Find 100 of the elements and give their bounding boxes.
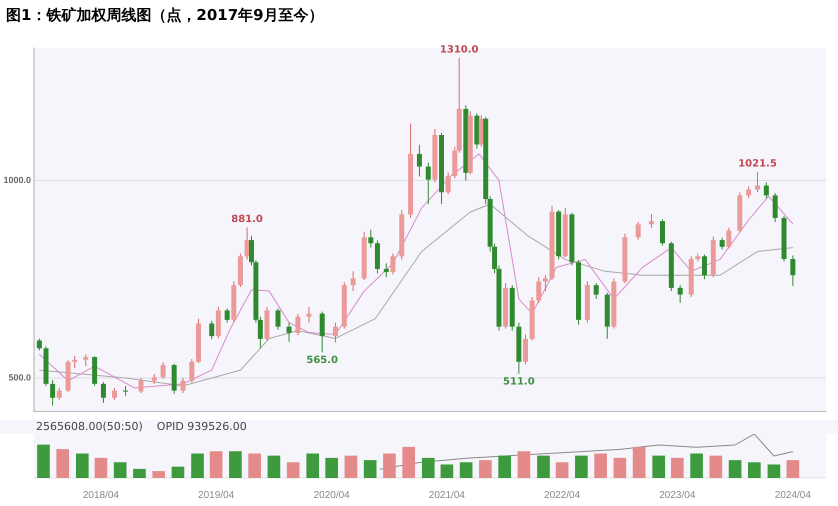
- bar: [748, 462, 761, 478]
- bar: [76, 453, 89, 478]
- candlestick: [726, 227, 732, 249]
- bar: [710, 456, 722, 478]
- bar: [556, 462, 568, 478]
- bar: [786, 460, 800, 478]
- x-tick-label: 2021/04: [428, 490, 466, 501]
- candlestick: [542, 274, 548, 292]
- x-tick-label: 2023/04: [659, 490, 696, 501]
- candlestick: [320, 311, 325, 353]
- candlestick: [295, 313, 300, 336]
- bar: [191, 453, 204, 478]
- candlestick: [772, 192, 778, 222]
- candlestick: [702, 254, 707, 280]
- bar: [383, 453, 396, 478]
- bar: [37, 444, 50, 478]
- annotation: 1021.5: [738, 158, 777, 170]
- candlestick: [36, 338, 42, 351]
- bar: [94, 458, 108, 478]
- candlestick: [746, 186, 752, 199]
- bar: [364, 460, 377, 478]
- y-tick-label: 1000.0: [3, 174, 31, 185]
- candlestick: [384, 262, 389, 278]
- candlestick: [56, 387, 62, 400]
- candlestick: [50, 379, 56, 406]
- bar: [306, 453, 320, 478]
- bar: [498, 456, 511, 478]
- candlestick: [522, 334, 528, 365]
- candlestick: [332, 322, 338, 343]
- chart-title: 图1：铁矿加权周线图（点，2017年9月至今）: [5, 5, 325, 26]
- candlestick: [368, 229, 374, 248]
- candlestick: [180, 378, 186, 394]
- bar: [210, 451, 222, 478]
- candlestick: [286, 322, 292, 342]
- candlestick: [123, 385, 128, 396]
- candlestick: [100, 381, 106, 404]
- candlestick: [660, 218, 665, 246]
- bar: [460, 462, 472, 478]
- bar: [768, 464, 780, 478]
- candlestick: [594, 282, 599, 300]
- candlestick: [390, 253, 396, 275]
- bar: [325, 458, 338, 478]
- bar: [728, 460, 742, 478]
- candlestick: [189, 358, 194, 384]
- candlestick: [790, 254, 796, 286]
- candlestick: [244, 226, 250, 260]
- bar: [133, 468, 146, 478]
- bar: [690, 453, 703, 478]
- bar: [229, 451, 242, 478]
- candlestick: [350, 270, 356, 292]
- bar: [652, 456, 666, 478]
- candlestick: [72, 355, 78, 369]
- candlestick: [426, 162, 431, 205]
- bar: [422, 458, 435, 478]
- candlestick: [209, 320, 214, 340]
- candlestick: [416, 144, 422, 177]
- candlestick: [536, 276, 542, 304]
- candlestick: [224, 308, 230, 324]
- candlestick: [152, 374, 157, 384]
- bar: [152, 471, 166, 478]
- bar: [537, 456, 550, 478]
- candlestick: [112, 387, 117, 400]
- x-tick-label: 2022/04: [544, 490, 581, 501]
- candlestick: [755, 171, 760, 193]
- bar: [614, 458, 626, 478]
- bar: [248, 453, 261, 478]
- bar: [632, 446, 646, 478]
- bar: [670, 458, 684, 478]
- annotation: 1310.0: [440, 44, 479, 56]
- annotation: 565.0: [306, 354, 338, 366]
- x-tick-label: 2019/04: [198, 490, 235, 501]
- candlestick: [764, 182, 769, 199]
- text: OPID 939526.00: [156, 420, 247, 433]
- x-tick-label: 2020/04: [314, 490, 350, 501]
- bar: [172, 466, 184, 478]
- candlestick: [276, 308, 281, 330]
- candlestick: [678, 284, 683, 304]
- x-tick-label: 2018/04: [82, 490, 120, 501]
- bar: [114, 462, 127, 478]
- annotation: 881.0: [231, 214, 263, 226]
- bar: [56, 449, 70, 478]
- candlestick: [720, 237, 725, 250]
- candlestick: [306, 306, 312, 324]
- candlestick: [446, 172, 451, 195]
- candlestick: [636, 221, 641, 240]
- bar: [575, 456, 588, 478]
- bar: [479, 460, 492, 478]
- bar: [518, 451, 530, 478]
- bar: [440, 464, 454, 478]
- y-tick-label: 500.0: [8, 372, 31, 382]
- bar: [268, 456, 280, 478]
- annotation: 511.0: [503, 376, 535, 388]
- x-tick-label: 2024/04: [774, 490, 812, 501]
- bar: [344, 456, 358, 478]
- candlestick: [83, 354, 88, 367]
- candlestick: [138, 378, 144, 394]
- candlestick: [160, 362, 166, 380]
- bar: [286, 462, 300, 478]
- text: 2565608.00(50:50): [36, 420, 143, 433]
- bar: [594, 453, 607, 478]
